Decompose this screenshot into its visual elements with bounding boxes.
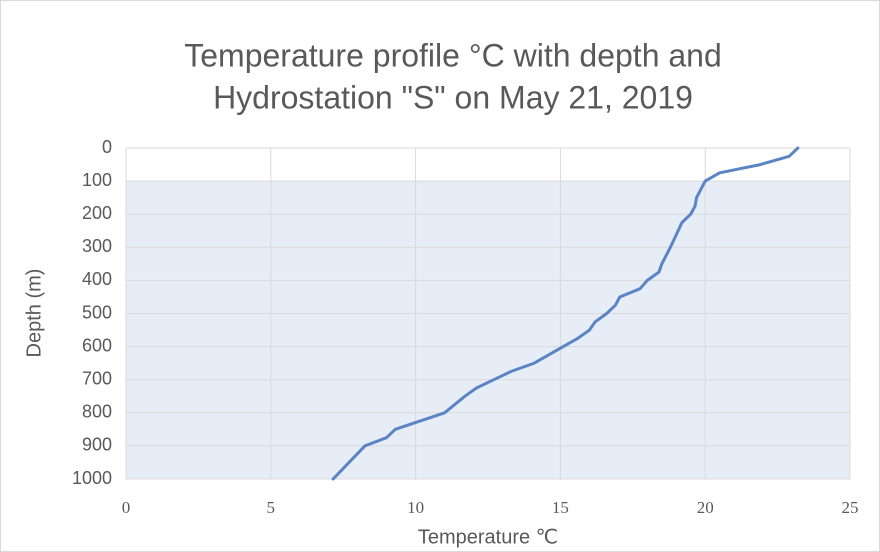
chart-title: Temperature profile °C with depth and	[184, 37, 722, 73]
x-tick-label: 0	[122, 498, 131, 517]
chart-title: Hydrostation "S" on May 21, 2019	[213, 79, 693, 115]
y-axis-label: Depth (m)	[23, 269, 45, 358]
y-tick-label: 400	[82, 269, 112, 289]
shaded-band	[126, 181, 850, 479]
x-tick-label: 15	[552, 498, 569, 517]
data-line	[331, 146, 800, 481]
x-tick-label: 20	[697, 498, 714, 517]
y-tick-label: 600	[82, 335, 112, 355]
x-axis-label: Temperature ℃	[418, 526, 558, 548]
y-tick-label: 700	[82, 368, 112, 388]
y-tick-label: 0	[102, 137, 112, 157]
x-tick-label: 10	[407, 498, 424, 517]
x-tick-label: 25	[842, 498, 859, 517]
y-tick-label: 1000	[72, 468, 112, 488]
y-tick-label: 200	[82, 203, 112, 223]
x-tick-label: 5	[267, 498, 276, 517]
y-tick-label: 300	[82, 236, 112, 256]
y-tick-label: 900	[82, 435, 112, 455]
y-tick-label: 100	[82, 170, 112, 190]
y-tick-label: 800	[82, 402, 112, 422]
y-tick-label: 500	[82, 302, 112, 322]
